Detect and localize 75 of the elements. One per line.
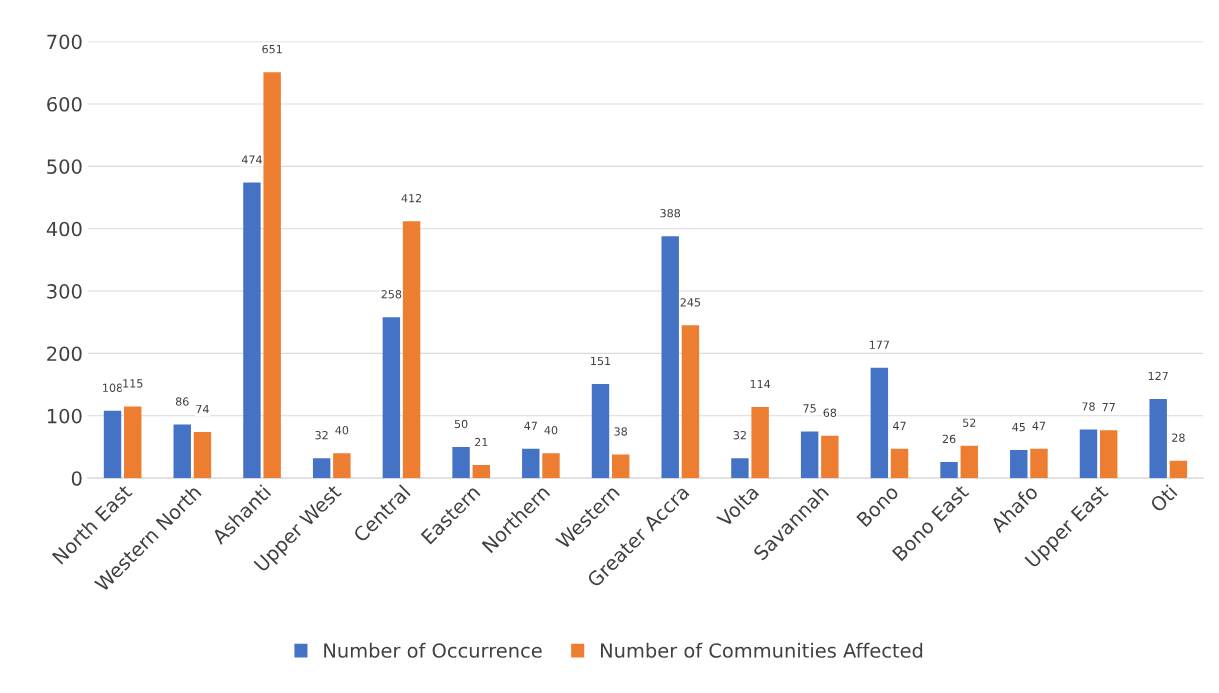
data-label: 38 — [614, 427, 628, 436]
y-tick-label: 300 — [47, 284, 82, 299]
bar — [870, 367, 889, 479]
data-label: 50 — [454, 419, 468, 429]
bar — [821, 435, 839, 479]
x-tick-label: Oti — [1149, 484, 1178, 513]
data-label: 32 — [315, 430, 328, 440]
bar — [1030, 448, 1048, 479]
bar — [452, 446, 470, 479]
data-label: 177 — [869, 340, 889, 349]
bar — [103, 410, 122, 479]
bar — [890, 448, 909, 479]
bar — [1010, 450, 1028, 479]
legend-label: Number of Occurrence — [324, 642, 542, 658]
bar — [751, 407, 769, 479]
data-label: 28 — [1172, 433, 1185, 442]
data-label: 40 — [544, 426, 558, 435]
data-label: 651 — [262, 44, 282, 54]
data-label: 32 — [733, 430, 746, 440]
data-label: 108 — [103, 383, 123, 392]
y-tick-label: 200 — [47, 346, 82, 362]
bar — [243, 182, 261, 479]
y-tick-label: 100 — [47, 408, 82, 424]
bar — [263, 72, 281, 479]
data-label: 388 — [660, 208, 681, 218]
data-label: 21 — [475, 437, 488, 447]
bar — [312, 458, 331, 479]
data-label: 78 — [1082, 402, 1095, 411]
bar — [960, 445, 978, 479]
y-tick-label: 0 — [71, 471, 82, 486]
bar — [522, 448, 540, 479]
data-label: 258 — [381, 290, 402, 299]
data-label: 47 — [524, 421, 537, 430]
bar — [1079, 429, 1098, 479]
data-label: 412 — [401, 193, 422, 203]
data-label: 52 — [963, 418, 976, 427]
y-tick-label: 400 — [46, 221, 82, 237]
bar — [1099, 430, 1118, 479]
data-label: 26 — [942, 434, 956, 444]
bar — [472, 465, 490, 479]
bar — [591, 383, 610, 479]
data-label: 45 — [1012, 423, 1025, 432]
bar — [173, 424, 191, 479]
data-label: 151 — [591, 356, 611, 366]
bar — [612, 454, 630, 479]
data-label: 68 — [823, 408, 837, 417]
bar — [124, 406, 142, 479]
data-label: 474 — [241, 155, 262, 164]
data-label: 47 — [893, 421, 906, 430]
bar — [542, 453, 560, 479]
bar — [333, 453, 351, 479]
data-label: 86 — [175, 397, 189, 406]
bar — [800, 431, 819, 479]
data-label: 115 — [123, 379, 143, 388]
data-label: 40 — [335, 426, 349, 435]
bar — [940, 461, 958, 479]
data-label: 127 — [1148, 371, 1168, 380]
y-tick-label: 500 — [47, 159, 82, 174]
bar — [382, 317, 401, 479]
bar — [731, 458, 749, 479]
bar — [402, 221, 421, 479]
bar — [661, 236, 679, 479]
bar — [1149, 398, 1167, 479]
data-label: 245 — [680, 298, 701, 307]
legend-label: Number of Communities Affected — [601, 642, 923, 658]
bar — [193, 432, 212, 479]
data-label: 47 — [1032, 421, 1046, 430]
data-label: 77 — [1102, 403, 1115, 412]
data-label: 75 — [803, 404, 816, 413]
y-tick-label: 600 — [47, 96, 82, 112]
bar — [1169, 460, 1188, 479]
data-label: 114 — [750, 379, 771, 389]
bar — [681, 325, 700, 479]
y-tick-label: 700 — [47, 34, 82, 50]
data-label: 74 — [196, 404, 209, 414]
